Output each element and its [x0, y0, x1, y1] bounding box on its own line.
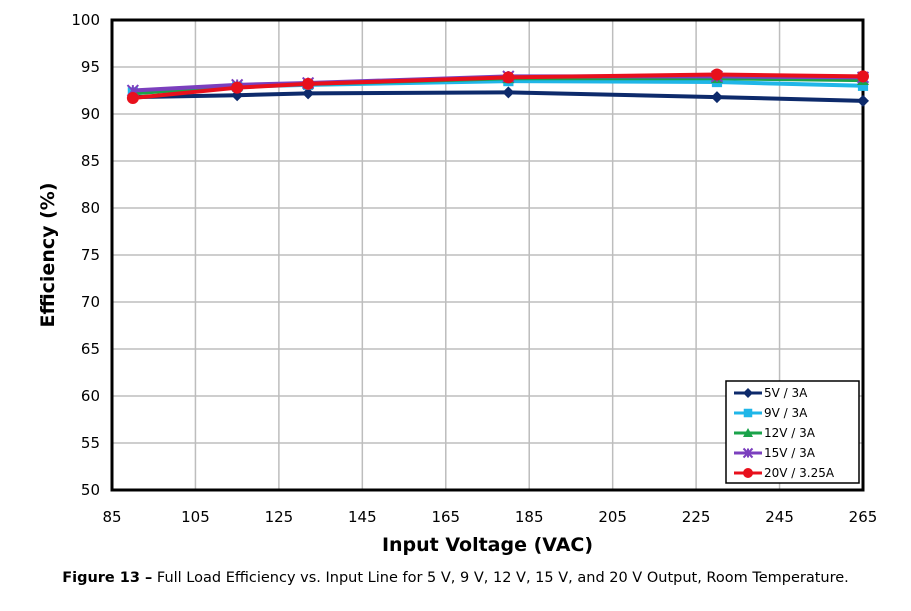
series-5 [126, 68, 869, 105]
legend-swatch-marker [742, 447, 754, 459]
y-tick-label: 65 [81, 340, 100, 358]
x-tick-label: 125 [265, 508, 294, 526]
legend-swatch-marker [743, 428, 753, 437]
data-point [857, 70, 869, 83]
y-axis-ticks: 50 55 60 65 70 75 80 85 90 95 100 [71, 11, 100, 499]
x-axis-title: Input Voltage (VAC) [382, 534, 593, 556]
y-tick-label: 80 [81, 199, 100, 217]
y-tick-label: 60 [81, 387, 100, 405]
y-tick-label: 50 [81, 481, 100, 499]
legend-item: 15V / 3A [734, 446, 816, 460]
x-tick-label: 145 [348, 508, 377, 526]
x-tick-label: 105 [181, 508, 210, 526]
x-tick-label: 185 [515, 508, 544, 526]
figure-caption-label: Figure 13 – [62, 570, 153, 586]
x-tick-label: 205 [598, 508, 627, 526]
legend-item: 20V / 3.25A [734, 466, 835, 480]
legend-item: 9V / 3A [734, 406, 808, 420]
series-line [132, 72, 864, 101]
figure-caption: Figure 13 – Full Load Efficiency vs. Inp… [0, 568, 911, 588]
data-point [502, 86, 515, 99]
y-tick-label: 70 [81, 293, 100, 311]
data-point [302, 87, 315, 100]
y-tick-label: 90 [81, 105, 100, 123]
series-group [126, 68, 870, 107]
x-tick-label: 85 [102, 508, 121, 526]
data-point [126, 92, 139, 105]
plot-area-frame [110, 18, 865, 492]
x-tick-label: 165 [431, 508, 460, 526]
data-point [502, 71, 515, 84]
data-point [302, 77, 315, 90]
legend-swatch-marker [743, 408, 753, 418]
y-tick-label: 95 [81, 58, 100, 76]
x-tick-label: 225 [682, 508, 711, 526]
legend-item: 5V / 3A [734, 386, 808, 400]
figure-caption-text: Full Load Efficiency vs. Input Line for … [156, 570, 849, 586]
legend-swatch-marker [743, 468, 753, 478]
legend-swatch-marker [743, 388, 753, 398]
data-point [710, 91, 723, 104]
x-axis-ticks: 85 105 125 145 165 185 205 225 245 265 [102, 508, 877, 526]
x-tick-label: 265 [849, 508, 878, 526]
legend-label: 9V / 3A [764, 406, 808, 420]
y-tick-label: 55 [81, 434, 100, 452]
data-point [710, 68, 723, 81]
y-tick-label: 75 [81, 246, 100, 264]
efficiency-chart: 85 105 125 145 165 185 205 225 245 265 50 55 60 65 70… [37, 11, 877, 556]
legend-label: 5V / 3A [764, 386, 808, 400]
legend-label: 15V / 3A [764, 446, 816, 460]
legend: 5V / 3A 9V / 3A 12V / 3A 15V / 3A 20V / 3.25… [725, 380, 860, 484]
y-tick-label: 100 [71, 11, 100, 29]
data-point [231, 81, 244, 94]
y-axis-title: Efficiency (%) [37, 182, 59, 327]
legend-item: 12V / 3A [734, 426, 816, 440]
legend-label: 20V / 3.25A [764, 466, 835, 480]
series-line [132, 90, 864, 103]
legend-label: 12V / 3A [764, 426, 816, 440]
data-point [857, 80, 869, 91]
data-point [857, 94, 869, 107]
y-tick-label: 85 [81, 152, 100, 170]
x-tick-label: 245 [765, 508, 794, 526]
